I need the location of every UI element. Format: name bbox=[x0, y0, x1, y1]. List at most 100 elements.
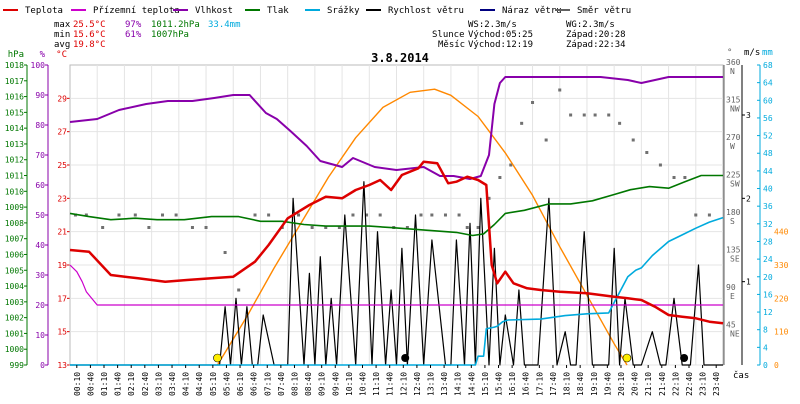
wind-dir-point bbox=[569, 113, 573, 117]
temperature-axis-label: 25 bbox=[57, 161, 67, 170]
wind-dir-point bbox=[531, 101, 535, 104]
legend-label: Vlhkost bbox=[195, 6, 233, 16]
pressure-axis-label: 1000 bbox=[5, 345, 24, 354]
x-tick-label: 23:40 bbox=[712, 372, 721, 396]
x-tick-label: 14:40 bbox=[467, 372, 476, 396]
solar-axis-label: 220 bbox=[774, 294, 789, 303]
temperature-axis-label: 27 bbox=[57, 128, 67, 137]
moon-rise: Východ:12:19 bbox=[468, 40, 533, 50]
x-tick-label: 18:10 bbox=[563, 372, 572, 396]
x-tick-label: 06:10 bbox=[236, 372, 245, 396]
rain-axis-label: 40 bbox=[763, 185, 773, 194]
wind-dir-axis-dir: N bbox=[730, 67, 735, 76]
temperature-axis-label: 29 bbox=[57, 94, 67, 103]
wind-dir-point bbox=[351, 213, 355, 217]
wind-dir-point bbox=[310, 226, 314, 229]
rain-axis-label: 48 bbox=[763, 149, 773, 158]
wind-dir-axis-deg: 45 bbox=[726, 321, 736, 330]
x-tick-label: 16:40 bbox=[522, 372, 531, 396]
series-line bbox=[70, 181, 723, 366]
wind-dir-point bbox=[457, 213, 461, 217]
wind-dir-axis-dir: E bbox=[730, 292, 735, 301]
pressure-axis-label: 1015 bbox=[5, 108, 24, 117]
wind-dir-point bbox=[324, 226, 328, 229]
grid bbox=[69, 64, 724, 366]
pressure-axis-unit: hPa bbox=[8, 50, 24, 60]
rain-axis-label: 56 bbox=[763, 114, 773, 123]
x-axis: 00:10 00:40 01:10 01:40 02:10 02:40 03:10 03:40… bbox=[73, 365, 749, 396]
legend-label: Přízemní teplota bbox=[93, 6, 180, 16]
series-line bbox=[69, 160, 724, 325]
x-tick-label: 02:40 bbox=[141, 372, 150, 396]
wind-dir-point bbox=[707, 213, 711, 217]
temperature-axis-label: 13 bbox=[57, 361, 67, 370]
rain-axis-label: 44 bbox=[763, 167, 773, 176]
rain-axis-label: 0 bbox=[763, 361, 768, 370]
wind-dir-point bbox=[509, 163, 513, 167]
series-line bbox=[69, 174, 723, 237]
solar-axis-label: 110 bbox=[774, 328, 789, 337]
humidity-axis-label: 90 bbox=[35, 91, 45, 100]
wind-dir-point bbox=[161, 213, 165, 217]
temperature-axis-label: 15 bbox=[57, 328, 67, 337]
wind-dir-point bbox=[174, 213, 178, 217]
rain-axis-label: 68 bbox=[763, 61, 773, 70]
wind-dir-point bbox=[405, 226, 409, 229]
x-tick-label: 21:40 bbox=[658, 372, 667, 396]
x-tick-label: 02:10 bbox=[127, 372, 136, 396]
wind-dir-axis-unit: ° bbox=[727, 48, 732, 58]
x-tick-label: 21:10 bbox=[644, 372, 653, 396]
humidity-axis-label: 80 bbox=[35, 121, 45, 130]
pressure-axis-label: 1014 bbox=[5, 124, 24, 133]
solar-axis-label: 0 bbox=[774, 361, 779, 370]
x-tick-label: 03:10 bbox=[154, 372, 163, 396]
legend-label: Srážky bbox=[327, 6, 360, 16]
moonrise-marker bbox=[401, 354, 410, 362]
series-line bbox=[70, 216, 724, 366]
wind-dir-point bbox=[190, 226, 194, 229]
wind-speed-axis-unit: m/s bbox=[744, 48, 760, 58]
rain-axis-label: 16 bbox=[763, 290, 773, 299]
pressure-axis-label: 1016 bbox=[5, 93, 24, 102]
wind-dir-point bbox=[84, 213, 88, 217]
wind-wg: WG:2.3m/s bbox=[566, 20, 615, 30]
wind-dir-point bbox=[498, 176, 502, 179]
humidity-axis-label: 40 bbox=[35, 241, 45, 250]
x-tick-label: 08:10 bbox=[290, 372, 299, 396]
wind-speed-axis-label: 2 bbox=[746, 194, 751, 203]
humidity-axis-label: 0 bbox=[40, 361, 45, 370]
x-tick-label: 19:10 bbox=[590, 372, 599, 396]
sun-label: Slunce bbox=[432, 30, 465, 40]
wind-dir-point bbox=[631, 138, 635, 142]
x-tick-label: 09:10 bbox=[318, 372, 327, 396]
temperature-axis-unit: °C bbox=[56, 50, 67, 60]
x-tick-label: 09:40 bbox=[331, 372, 340, 396]
chart-title: 3.8.2014 bbox=[371, 51, 429, 65]
wind-dir-point bbox=[378, 213, 382, 217]
legend-label: Teplota bbox=[25, 6, 63, 16]
wind-dir-axis-dir: SE bbox=[730, 255, 740, 264]
rain-axis-label: 32 bbox=[763, 220, 773, 229]
wind-dir-point bbox=[223, 251, 227, 254]
x-tick-label: 16:10 bbox=[508, 372, 517, 396]
wind-dir-point bbox=[253, 213, 257, 217]
x-tick-label: 08:40 bbox=[304, 372, 313, 396]
pressure-axis-label: 1002 bbox=[5, 314, 24, 323]
x-tick-label: 20:40 bbox=[631, 372, 640, 396]
pressure-axis-label: 1017 bbox=[5, 77, 24, 86]
x-tick-label: 10:40 bbox=[358, 372, 367, 396]
stat-min-label: min bbox=[54, 30, 70, 40]
wind-dir-point bbox=[204, 226, 208, 229]
wind-dir-point bbox=[117, 213, 121, 217]
rain-axis-label: 24 bbox=[763, 255, 773, 264]
wind-dir-axis-dir: NE bbox=[730, 330, 740, 339]
x-tick-label: 19:40 bbox=[603, 372, 612, 396]
wind-dir-point bbox=[133, 213, 137, 217]
sun-rise: Východ:05:25 bbox=[468, 30, 533, 40]
x-tick-label: 07:40 bbox=[277, 372, 286, 396]
stat-avg-temp: 19.8°C bbox=[73, 40, 106, 50]
stat-min-press: 1007hPa bbox=[151, 30, 189, 40]
temperature-axis-label: 21 bbox=[57, 228, 67, 237]
